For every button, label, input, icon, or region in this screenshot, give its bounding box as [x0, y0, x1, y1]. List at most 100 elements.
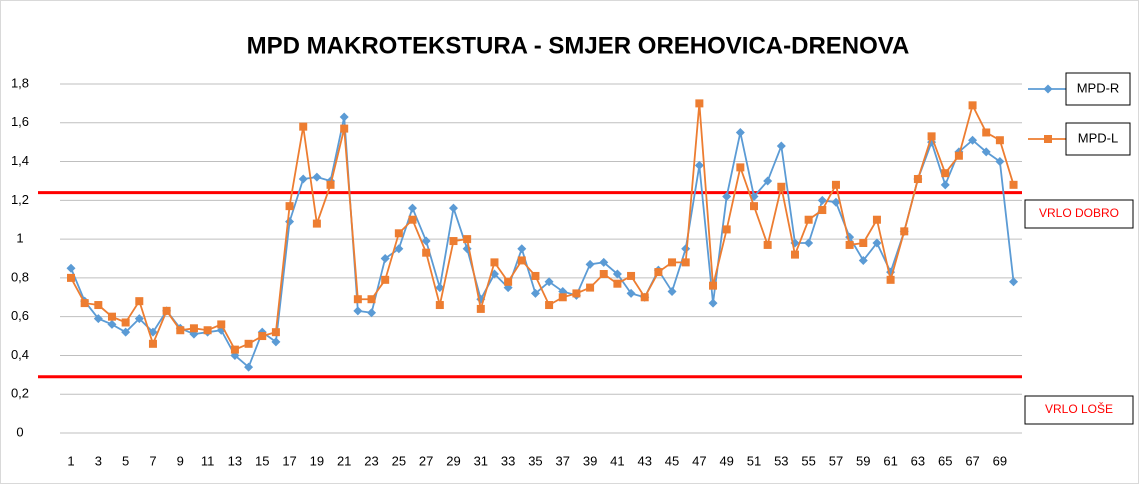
- x-tick-label: 21: [337, 453, 351, 468]
- marker: [941, 169, 950, 178]
- y-tick-label: 1,6: [11, 114, 29, 129]
- x-tick-label: 29: [446, 453, 460, 468]
- marker: [722, 225, 731, 234]
- marker: [818, 206, 827, 215]
- marker: [312, 172, 322, 182]
- marker: [353, 306, 363, 316]
- marker: [312, 219, 321, 228]
- x-tick-label: 17: [282, 453, 296, 468]
- marker: [435, 301, 444, 310]
- marker: [230, 345, 239, 354]
- x-tick-label: 43: [637, 453, 651, 468]
- marker: [189, 324, 198, 333]
- annotation: VRLO LOŠE: [1045, 401, 1113, 416]
- x-tick-label: 3: [95, 453, 102, 468]
- marker: [476, 304, 485, 313]
- marker: [859, 238, 868, 247]
- marker: [394, 229, 403, 238]
- x-tick-label: 31: [474, 453, 488, 468]
- y-tick-label: 1: [16, 231, 23, 246]
- legend-label: MPD-R: [1077, 80, 1120, 95]
- x-tick-label: 61: [883, 453, 897, 468]
- marker: [612, 269, 622, 279]
- y-tick-label: 0,4: [11, 347, 29, 362]
- marker: [872, 215, 881, 224]
- marker: [271, 328, 280, 337]
- marker: [831, 197, 841, 207]
- x-tick-label: 13: [228, 453, 242, 468]
- legend-label: MPD-L: [1078, 130, 1118, 145]
- marker: [831, 180, 840, 189]
- marker: [845, 240, 854, 249]
- marker: [80, 299, 89, 308]
- marker: [490, 258, 499, 267]
- marker: [654, 268, 663, 277]
- marker: [381, 275, 390, 284]
- x-tick-label: 33: [501, 453, 515, 468]
- x-tick-label: 23: [364, 453, 378, 468]
- marker: [968, 135, 978, 145]
- marker: [422, 248, 431, 257]
- marker: [954, 151, 963, 160]
- marker: [504, 277, 513, 286]
- marker: [298, 174, 308, 184]
- marker: [93, 314, 103, 324]
- marker: [940, 180, 950, 190]
- marker: [981, 147, 991, 157]
- marker: [913, 175, 922, 184]
- marker: [968, 101, 977, 110]
- marker: [709, 281, 718, 290]
- marker: [326, 180, 335, 189]
- marker: [94, 301, 103, 310]
- marker: [244, 362, 254, 372]
- x-tick-label: 37: [556, 453, 570, 468]
- marker: [1043, 84, 1053, 94]
- marker: [735, 127, 745, 137]
- marker: [750, 202, 758, 211]
- marker: [722, 191, 732, 201]
- marker: [134, 314, 144, 324]
- marker: [530, 288, 540, 298]
- marker: [627, 271, 636, 280]
- x-tick-label: 15: [255, 453, 269, 468]
- marker: [531, 271, 540, 280]
- marker: [585, 259, 595, 269]
- x-tick-label: 27: [419, 453, 433, 468]
- y-tick-label: 0,8: [11, 269, 29, 284]
- x-tick-label: 53: [774, 453, 788, 468]
- marker: [408, 203, 417, 213]
- marker: [927, 132, 936, 141]
- marker: [1044, 135, 1052, 143]
- marker: [121, 327, 131, 337]
- marker: [640, 293, 649, 302]
- chart-title: MPD MAKROTEKSTURA - SMJER OREHOVICA-DREN…: [247, 32, 910, 59]
- x-tick-label: 49: [719, 453, 733, 468]
- marker: [107, 319, 117, 329]
- y-tick-label: 1,4: [11, 153, 29, 168]
- x-tick-label: 65: [938, 453, 952, 468]
- marker: [449, 237, 458, 246]
- marker: [339, 112, 349, 122]
- marker: [777, 182, 786, 191]
- x-tick-label: 25: [392, 453, 406, 468]
- marker: [858, 255, 868, 265]
- marker: [886, 275, 895, 284]
- marker: [995, 136, 1004, 145]
- x-tick-label: 11: [201, 453, 215, 468]
- marker: [299, 122, 308, 131]
- y-tick-label: 1,8: [11, 75, 29, 90]
- x-tick-label: 35: [528, 453, 542, 468]
- marker: [517, 244, 527, 254]
- annotation-box: [1024, 395, 1134, 425]
- marker: [763, 176, 773, 186]
- marker: [463, 235, 472, 244]
- marker: [258, 332, 267, 341]
- marker: [544, 277, 554, 287]
- marker: [244, 339, 253, 348]
- marker: [872, 238, 882, 248]
- marker: [367, 308, 377, 318]
- marker: [586, 283, 595, 292]
- marker: [1009, 180, 1018, 189]
- annotation-box: [1024, 199, 1134, 229]
